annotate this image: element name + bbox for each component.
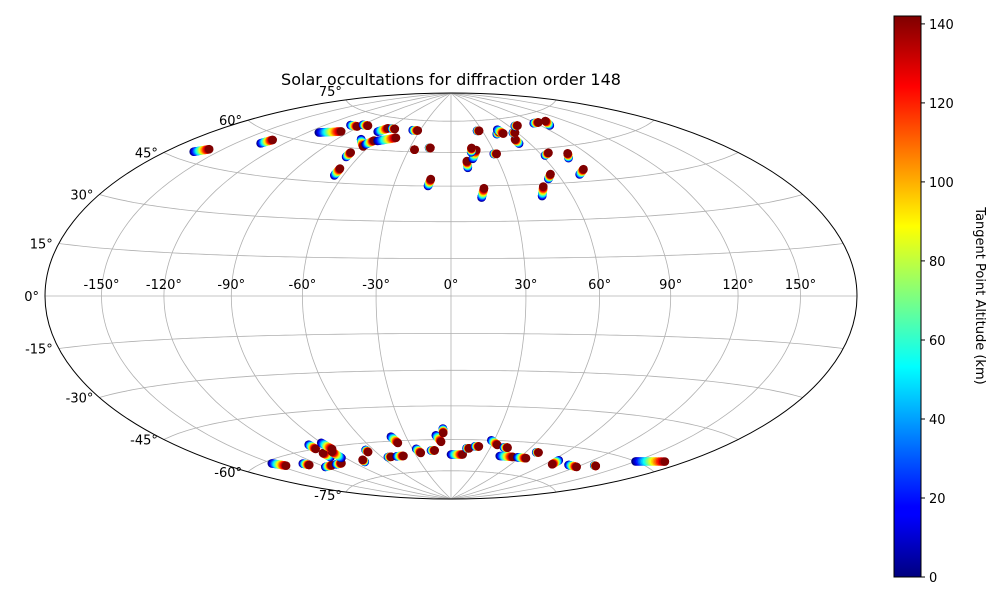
latitude-tick-label: 0° [24, 290, 39, 305]
longitude-tick-label: -90° [217, 278, 245, 293]
occultation-point [499, 129, 508, 138]
occultation-point [534, 118, 543, 127]
occultation-point [660, 457, 670, 466]
colorbar-tick-label: 140 [929, 18, 954, 33]
occultation-point [413, 126, 423, 135]
occultation-point [479, 183, 489, 193]
grid-meridian [450, 93, 601, 499]
occultation-point [503, 443, 512, 453]
longitude-tick-label: 150° [785, 278, 816, 293]
occultation-point [391, 133, 401, 143]
occultation-point [358, 455, 367, 465]
occultation-point [336, 127, 346, 136]
occultation-point [281, 461, 291, 471]
latitude-tick-label: 60° [219, 114, 242, 129]
occultation-point [393, 438, 403, 448]
occultation-point [305, 460, 314, 470]
colorbar-gradient [893, 15, 922, 578]
latitude-tick-label: 75° [319, 85, 342, 100]
longitude-tick-label: -120° [146, 278, 182, 293]
occultation-point [438, 428, 448, 438]
occultation-point [474, 442, 484, 451]
latitude-tick-label: -60° [214, 466, 242, 481]
grid-meridian [101, 93, 452, 499]
occultation-point [416, 448, 426, 458]
occultation-point [510, 135, 520, 144]
colorbar-tick-label: 120 [929, 97, 954, 112]
colorbar-tick-label: 40 [929, 413, 946, 428]
occultation-point [426, 143, 435, 153]
occultation-point [539, 182, 548, 191]
occultation-point [363, 121, 373, 130]
occultation-point [268, 135, 278, 145]
occultation-point [563, 149, 572, 158]
colorbar-tick-label: 100 [929, 176, 954, 191]
longitude-tick-label: 60° [588, 278, 611, 293]
occultation-point [572, 462, 581, 472]
occultation-point [390, 124, 400, 134]
colorbar-tick-label: 60 [929, 334, 946, 349]
colorbar-tick-label: 20 [929, 492, 946, 507]
occultation-point [534, 448, 543, 457]
occultation-point [546, 169, 555, 179]
occultation-point [541, 116, 550, 126]
occultation-point [311, 444, 321, 454]
occultation-point [436, 437, 446, 447]
latitude-tick-labels: -75° -60° -45° -30° -15° 0° 15° 30° 45° 60° 75° [24, 85, 342, 504]
occultation-point [204, 144, 214, 154]
occultation-point [493, 440, 502, 450]
longitude-tick-labels: -150° -120° -90° -60° -30° 0° 30° 60° 90° 120° 150… [83, 278, 816, 293]
occultation-point [346, 148, 356, 157]
longitude-tick-label: 30° [514, 278, 537, 293]
occultation-point [579, 164, 588, 174]
graticule [45, 93, 857, 499]
grid-meridian [375, 93, 452, 499]
latitude-tick-label: -45° [130, 434, 158, 449]
longitude-tick-label: -150° [83, 278, 119, 293]
occultation-point [430, 446, 440, 455]
occultation-point [335, 164, 345, 173]
occultation-point [492, 149, 502, 159]
occultation-point [399, 451, 408, 461]
colorbar-label: Tangent Point Altitude (km) [972, 206, 987, 384]
latitude-tick-label: 30° [70, 189, 93, 204]
occultation-point [363, 447, 373, 457]
occultation-point [318, 448, 328, 458]
occultation-point [544, 148, 553, 158]
longitude-tick-label: -60° [289, 278, 317, 293]
longitude-tick-label: 0° [444, 278, 459, 293]
occultation-point [513, 121, 522, 130]
colorbar-tick-label: 80 [929, 255, 946, 270]
occultation-point [458, 450, 468, 459]
latitude-tick-label: -30° [66, 392, 94, 407]
occultation-point [510, 128, 520, 137]
occultation-point [410, 145, 419, 154]
latitude-tick-label: -15° [25, 343, 53, 358]
chart-title: Solar occultations for diffraction order… [281, 70, 621, 89]
occultation-point [474, 126, 484, 136]
occultation-point [327, 444, 337, 454]
occultation-points [189, 116, 670, 472]
longitude-tick-label: -30° [362, 278, 390, 293]
occultation-point [467, 143, 476, 153]
longitude-tick-label: 120° [722, 278, 753, 293]
grid-meridian [163, 93, 452, 499]
grid-meridian [450, 93, 739, 499]
occultation-point [426, 174, 436, 184]
latitude-tick-label: 45° [135, 147, 158, 162]
latitude-tick-label: -75° [314, 489, 342, 504]
colorbar-tick-label: 0 [929, 571, 937, 586]
grid-meridian [450, 93, 672, 499]
occultation-point [547, 460, 557, 469]
map-boundary [44, 92, 858, 500]
colorbar-ticks: 0 20 40 60 80 100 120 140 [921, 18, 954, 586]
occultation-point [521, 453, 531, 463]
occultation-point [591, 461, 601, 471]
latitude-tick-label: 15° [30, 238, 53, 253]
longitude-tick-label: 90° [659, 278, 682, 293]
colorbar: 0 20 40 60 80 100 120 140 Tangent Point Altitud… [893, 15, 987, 586]
